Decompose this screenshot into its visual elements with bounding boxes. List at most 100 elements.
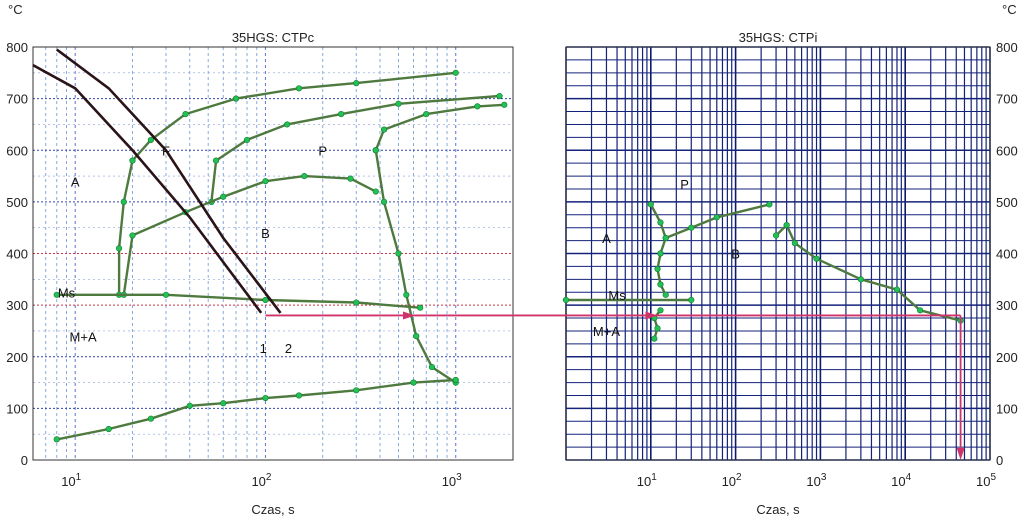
y-tick-label: 600 (6, 143, 28, 158)
data-point (657, 250, 664, 257)
plot-1 (562, 46, 991, 461)
y-tick-label: 0 (996, 453, 1003, 468)
x-tick-label: 105 (976, 472, 996, 489)
series-line-1-0 (649, 203, 667, 296)
data-point (353, 299, 360, 306)
data-point (220, 400, 227, 407)
series-line-0-4 (374, 150, 457, 384)
series-line-1-2 (775, 223, 961, 322)
series-line-1-1 (665, 203, 770, 240)
data-point (713, 214, 720, 221)
data-point (657, 307, 664, 314)
data-point (380, 126, 388, 133)
x-axis-label: Czas, s (251, 502, 295, 517)
x-tick-label: 104 (891, 472, 911, 489)
data-point (395, 250, 402, 257)
data-point (893, 286, 901, 293)
data-point (186, 402, 193, 409)
data-point (688, 224, 695, 231)
y-tick-label: 700 (996, 92, 1018, 107)
data-point (129, 232, 136, 239)
y-tick-label: 500 (996, 195, 1018, 210)
data-point (105, 425, 112, 433)
y-tick-label: 400 (996, 247, 1018, 262)
data-point (413, 333, 420, 340)
data-point (284, 121, 291, 128)
data-point (243, 136, 251, 144)
data-point (120, 198, 127, 205)
region-label: Ms (608, 288, 626, 303)
region-label: A (602, 231, 611, 246)
data-point (380, 198, 388, 205)
data-point (262, 394, 269, 402)
data-point (301, 172, 308, 180)
series-line-0-0 (117, 71, 456, 295)
region-label: P (680, 177, 689, 192)
y-tick-label: 400 (6, 247, 28, 262)
y-tick-label: 600 (996, 143, 1018, 158)
data-point (657, 281, 664, 288)
y-tick-label: 800 (6, 40, 28, 55)
region-label: Ms (58, 285, 76, 300)
data-point (338, 111, 345, 118)
data-point (783, 222, 790, 229)
data-point (452, 376, 459, 384)
x-tick-label: 103 (806, 472, 826, 489)
x-tick-label: 102 (722, 472, 742, 489)
series-line-1-3 (653, 309, 662, 340)
series-line-0-5 (56, 293, 421, 309)
data-point (651, 335, 658, 342)
x-axis-label: Czas, s (756, 502, 800, 517)
data-point (115, 245, 123, 252)
link-arrowhead (645, 311, 658, 320)
down-arrowhead (956, 448, 965, 460)
data-point (452, 69, 459, 76)
y-tick-label: 300 (996, 298, 1018, 313)
y-tick-label: 100 (996, 401, 1018, 416)
data-point (657, 219, 664, 226)
data-point (647, 201, 654, 208)
data-point (772, 232, 780, 239)
region-label: M+A (593, 324, 620, 339)
x-tick-label: 103 (442, 472, 462, 489)
data-point (474, 103, 481, 110)
data-point (262, 178, 269, 185)
y-tick-label: 700 (6, 92, 28, 107)
data-point (654, 325, 661, 332)
region-label: A (71, 174, 80, 189)
cooling-curve-1 (32, 63, 263, 314)
chart-title: 35HGS: CTPi (739, 30, 818, 45)
data-point (372, 188, 379, 195)
data-point (688, 296, 695, 304)
y-tick-label: 500 (6, 195, 28, 210)
data-point (53, 436, 60, 443)
data-point (232, 95, 240, 102)
cooling-curve-label: 1 (260, 341, 267, 356)
y-tick-label: 300 (6, 298, 28, 313)
x-tick-label: 101 (61, 472, 81, 489)
plot-frame (32, 46, 514, 461)
y-tick-label: 0 (21, 453, 28, 468)
data-point (857, 276, 864, 283)
data-point (129, 157, 136, 164)
data-point (353, 387, 360, 394)
data-point (220, 193, 227, 200)
data-point (347, 175, 354, 182)
link-arrowhead (403, 311, 415, 320)
y-tick-label: 800 (996, 40, 1018, 55)
cooling-curve-label: 2 (285, 341, 292, 356)
data-point (295, 392, 303, 399)
x-tick-label: 101 (637, 472, 657, 489)
data-point (262, 296, 269, 304)
data-point (353, 80, 360, 87)
data-point (496, 92, 503, 100)
y-tick-label: 100 (6, 401, 28, 416)
data-point (423, 111, 430, 118)
data-point (182, 111, 189, 118)
region-label: B (261, 226, 270, 241)
region-label: P (318, 143, 327, 158)
data-point (654, 265, 661, 273)
data-point (410, 379, 417, 386)
chart-title: 35HGS: CTPc (232, 30, 315, 45)
